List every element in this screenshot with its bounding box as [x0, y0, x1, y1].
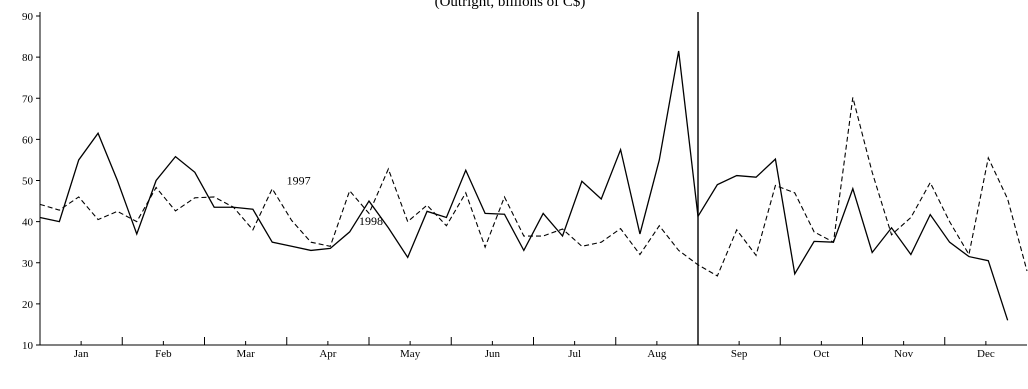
x-tick-label: May: [400, 348, 421, 360]
x-tick-label: Sep: [731, 348, 748, 360]
x-tick-label: Jan: [74, 348, 89, 360]
axes: 10 20 30 40 50 60 70 80 90 Jan Feb Mar Apr May Jun Jul A…: [22, 11, 1027, 360]
x-tick-label: Jun: [485, 348, 501, 360]
y-tick-label: 20: [22, 299, 34, 311]
x-tick-label: Oct: [813, 348, 829, 360]
x-tick-label: Jul: [568, 348, 581, 360]
y-tick-label: 40: [22, 217, 34, 229]
x-tick-label: Feb: [155, 348, 172, 360]
x-tick-label: Apr: [319, 348, 336, 360]
series-line-1997: [39, 97, 1028, 277]
series-layer: [39, 50, 1028, 321]
y-tick-label: 90: [22, 11, 34, 23]
series-label-1998: 1998: [359, 214, 383, 228]
x-tick-label: Nov: [894, 348, 913, 360]
y-tick-label: 50: [22, 176, 34, 188]
series-1998: [39, 50, 1009, 321]
x-tick-label: Aug: [647, 348, 666, 360]
series-1997: [39, 97, 1028, 277]
y-tick-label: 80: [22, 52, 34, 64]
chart-title: (Outright, billions of C$): [435, 0, 586, 10]
y-tick-label: 60: [22, 134, 34, 146]
y-tick-label: 30: [22, 258, 34, 270]
x-tick-label: Mar: [236, 348, 255, 360]
series-label-1997: 1997: [287, 173, 311, 187]
annotation-layer: 1997 1998: [287, 173, 383, 228]
series-line-1998: [39, 50, 1009, 321]
y-tick-label: 70: [22, 93, 34, 105]
y-tick-label: 10: [22, 340, 34, 352]
x-tick-label: Dec: [977, 348, 995, 360]
